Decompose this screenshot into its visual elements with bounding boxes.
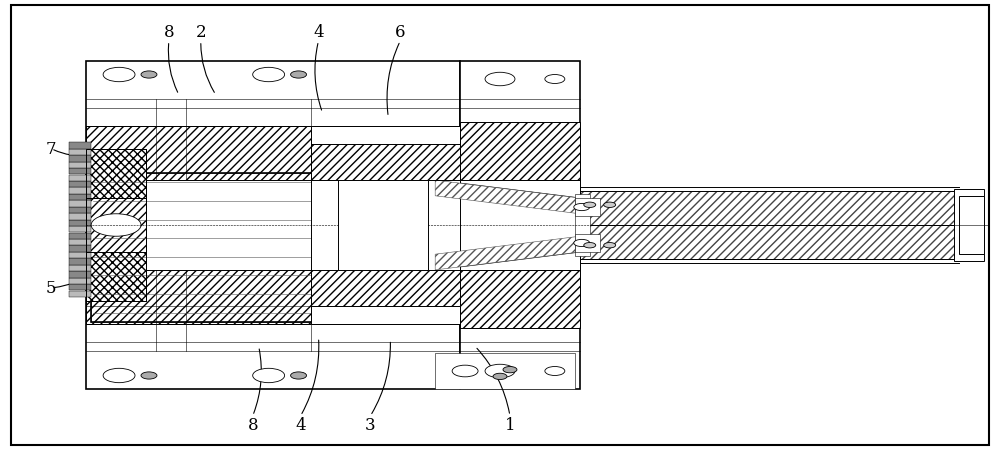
Circle shape — [584, 243, 596, 249]
Text: 6: 6 — [395, 24, 406, 41]
Polygon shape — [435, 237, 580, 270]
Circle shape — [291, 72, 307, 79]
Bar — [580, 192, 959, 226]
Bar — [69, 207, 91, 214]
Circle shape — [91, 214, 141, 237]
Bar — [69, 259, 91, 265]
Circle shape — [574, 204, 590, 211]
Bar — [69, 272, 91, 278]
Bar — [69, 188, 91, 194]
Bar — [435, 353, 575, 389]
Bar — [69, 278, 91, 284]
Bar — [86, 149, 146, 302]
Circle shape — [574, 240, 590, 247]
Bar — [69, 182, 91, 188]
Bar — [69, 246, 91, 252]
Circle shape — [452, 365, 478, 377]
Circle shape — [545, 75, 565, 84]
Text: 5: 5 — [46, 280, 56, 297]
Bar — [575, 198, 600, 216]
Polygon shape — [435, 181, 580, 214]
Bar — [311, 145, 460, 181]
Circle shape — [493, 373, 507, 380]
Text: 3: 3 — [365, 416, 376, 433]
Bar — [69, 156, 91, 162]
Bar — [91, 174, 325, 322]
Text: 2: 2 — [196, 24, 206, 41]
Bar — [69, 253, 91, 258]
Text: 8: 8 — [164, 24, 174, 41]
Bar — [460, 181, 580, 270]
Bar — [580, 226, 959, 259]
Circle shape — [253, 68, 285, 83]
Circle shape — [604, 243, 616, 249]
Bar — [86, 270, 460, 324]
Bar — [69, 265, 91, 272]
Circle shape — [485, 364, 515, 378]
Bar — [69, 175, 91, 181]
Text: 4: 4 — [313, 24, 324, 41]
Bar — [86, 198, 146, 253]
Text: 4: 4 — [295, 416, 306, 433]
Bar — [311, 270, 460, 306]
Polygon shape — [435, 181, 580, 270]
Bar — [460, 122, 580, 181]
Circle shape — [604, 202, 616, 208]
Bar — [86, 181, 460, 270]
Bar — [311, 145, 460, 181]
Bar — [86, 149, 146, 302]
Circle shape — [103, 368, 135, 383]
Bar — [69, 162, 91, 169]
Circle shape — [485, 73, 515, 87]
Circle shape — [141, 72, 157, 79]
Bar — [69, 291, 91, 297]
Bar — [959, 196, 984, 255]
Bar — [69, 285, 91, 291]
Bar — [69, 214, 91, 220]
Circle shape — [545, 367, 565, 376]
Bar — [460, 122, 580, 181]
Bar — [91, 174, 325, 322]
Bar — [311, 270, 460, 306]
Bar — [69, 194, 91, 201]
Bar — [69, 201, 91, 207]
Bar — [338, 181, 428, 270]
Bar — [69, 220, 91, 226]
Bar — [460, 270, 580, 329]
Bar — [575, 194, 590, 257]
Bar — [86, 127, 460, 181]
Bar — [69, 169, 91, 175]
Text: 1: 1 — [505, 416, 515, 433]
Bar — [69, 239, 91, 246]
Circle shape — [253, 368, 285, 383]
Text: 8: 8 — [247, 416, 258, 433]
Bar — [69, 143, 91, 149]
Bar — [311, 127, 460, 324]
Bar — [460, 270, 580, 329]
Bar — [575, 235, 600, 253]
Bar — [86, 270, 460, 324]
Bar — [954, 189, 984, 262]
Bar — [460, 62, 580, 389]
Bar — [86, 198, 146, 253]
Circle shape — [103, 68, 135, 83]
Text: 7: 7 — [46, 141, 57, 158]
Bar — [86, 62, 460, 389]
Bar — [86, 127, 460, 181]
Bar — [69, 233, 91, 239]
Bar — [580, 192, 959, 226]
Bar — [69, 149, 91, 156]
Circle shape — [503, 367, 517, 373]
Bar — [69, 227, 91, 233]
Circle shape — [291, 372, 307, 379]
Bar — [580, 226, 959, 259]
Circle shape — [584, 202, 596, 208]
Circle shape — [141, 372, 157, 379]
